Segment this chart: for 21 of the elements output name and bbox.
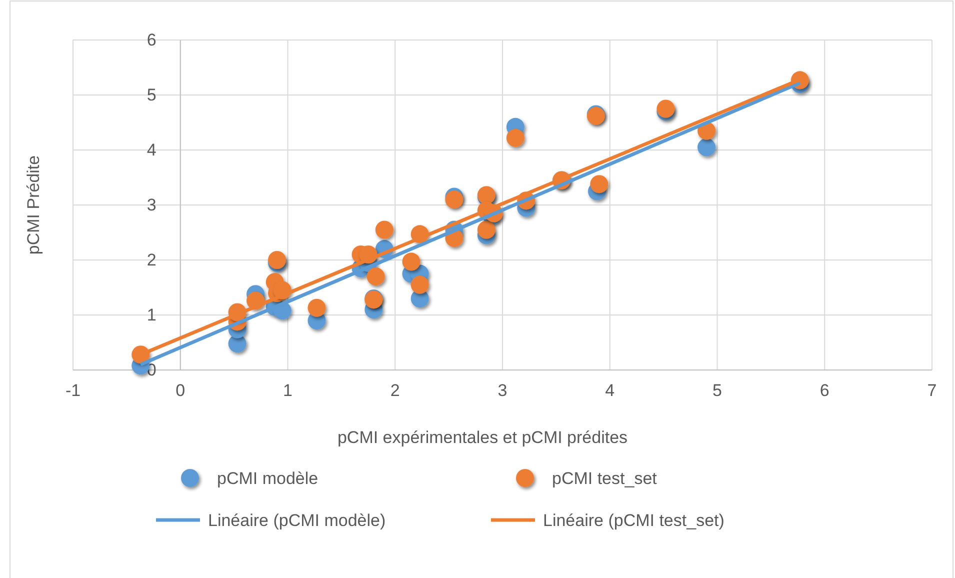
x-tick-label: 2	[390, 381, 400, 400]
x-tick-label: 0	[176, 381, 186, 400]
legend-label: Linéaire (pCMI modèle)	[208, 511, 386, 530]
x-tick-label: 7	[927, 381, 937, 400]
x-tick-label: 5	[712, 381, 722, 400]
legend-label: pCMI modèle	[217, 469, 318, 488]
x-tick-label: 6	[820, 381, 830, 400]
legend-label: Linéaire (pCMI test_set)	[543, 511, 724, 530]
y-tick-label: 6	[146, 30, 156, 50]
x-tick-label: 4	[605, 381, 615, 400]
x-axis-title: pCMI expérimentales et pCMI prédites	[337, 428, 628, 447]
y-tick-label: 3	[146, 195, 156, 214]
x-tick-label: 3	[498, 381, 508, 400]
y-tick-label: 2	[146, 250, 156, 270]
x-tick-label: -1	[65, 381, 81, 400]
y-tick-label: 4	[146, 140, 156, 160]
x-tick-label: 1	[283, 381, 292, 400]
y-axis-title: pCMI Prédite	[24, 155, 43, 255]
y-tick-label: 1	[146, 305, 156, 324]
legend-label: pCMI test_set	[552, 469, 658, 488]
y-tick-label: 5	[146, 85, 156, 104]
